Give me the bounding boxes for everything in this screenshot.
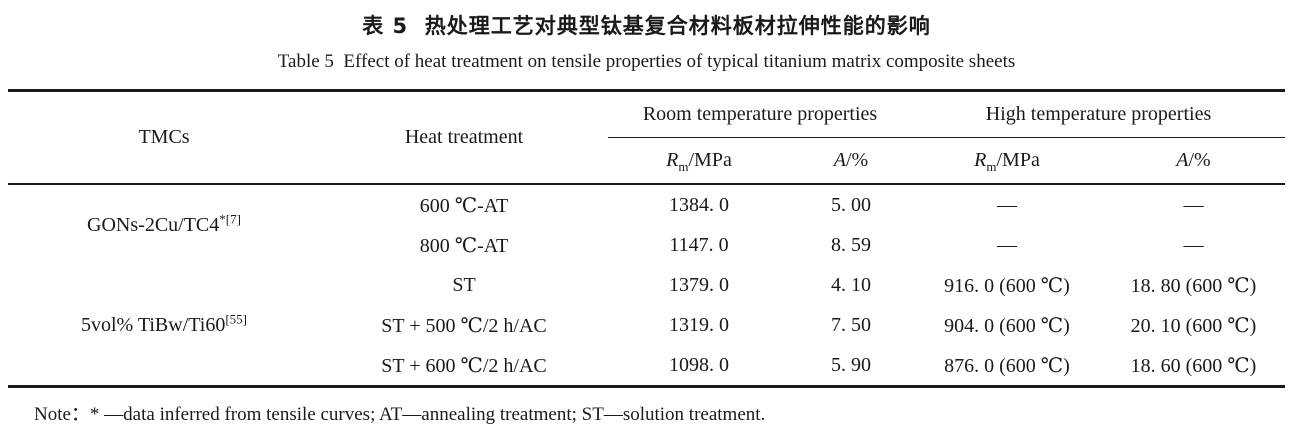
tmc-name-cell: GONs-2Cu/TC4*[7] <box>8 184 320 265</box>
col-header-tmcs: TMCs <box>8 90 320 185</box>
group-header-high-temperature: High temperature properties <box>912 90 1285 138</box>
heat-treatment-cell: 800 ℃-AT <box>419 234 509 257</box>
rt-elongation-cell: 4. 10 <box>831 273 871 296</box>
rt-strength-cell: 1319. 0 <box>669 313 729 336</box>
a-unit: /% <box>846 149 869 171</box>
a-unit: /% <box>1188 149 1211 171</box>
tmc-name-cell: 5vol% TiBw/Ti60[55] <box>8 265 320 387</box>
rt-elongation-cell: 7. 50 <box>831 313 871 336</box>
tmc-reference: [55] <box>225 310 247 326</box>
table-note: Note：* —data inferred from tensile curve… <box>34 404 766 424</box>
rt-elongation-cell: 8. 59 <box>831 233 871 256</box>
a-symbol: A <box>1176 149 1189 171</box>
ht-strength-cell: 876. 0 (600 ℃) <box>944 354 1070 377</box>
table-row: 800 ℃-AT 1147. 0 8. 59 — — <box>8 225 1285 265</box>
rt-strength-cell: 1379. 0 <box>669 273 729 296</box>
rt-strength-cell: 1147. 0 <box>669 233 729 256</box>
table-row: ST + 500 ℃/2 h/AC 1319. 0 7. 50 904. 0 (… <box>8 305 1285 345</box>
subheader-rt-elongation: A/% <box>790 137 912 185</box>
tmc-name: GONs-2Cu/TC4 <box>87 213 220 236</box>
heat-treatment-cell: ST <box>452 273 476 296</box>
ht-elongation-cell: 20. 10 (600 ℃) <box>1130 314 1257 337</box>
table-row: 5vol% TiBw/Ti60[55] ST 1379. 0 4. 10 916… <box>8 265 1285 336</box>
table-header: TMCs Heat treatment Room temperature pro… <box>8 90 1285 185</box>
ht-elongation-cell: 18. 60 (600 ℃) <box>1130 354 1257 377</box>
rt-elongation-cell: 5. 90 <box>831 353 871 376</box>
heat-treatment-cell: 600 ℃-AT <box>419 194 509 217</box>
subheader-ht-strength: Rm/MPa <box>912 137 1102 185</box>
rm-subscript: m <box>678 159 689 174</box>
tmc-name: 5vol% TiBw/Ti60 <box>80 313 226 336</box>
table-body: GONs-2Cu/TC4*[7] 600 ℃-AT 1384. 0 5. 00 … <box>8 184 1285 387</box>
tensile-properties-table: TMCs Heat treatment Room temperature pro… <box>8 89 1285 388</box>
rm-subscript: m <box>986 159 997 174</box>
rt-elongation-cell: 5. 00 <box>831 193 871 216</box>
ht-elongation-cell: — <box>1183 193 1204 216</box>
rm-unit: /MPa <box>688 149 732 171</box>
table-row: GONs-2Cu/TC4*[7] 600 ℃-AT 1384. 0 5. 00 … <box>8 184 1285 236</box>
tmc-reference: *[7] <box>219 210 241 226</box>
header-row-subcolumns: Rm/MPa A/% Rm/MPa A/% <box>8 137 1285 185</box>
subheader-rt-strength: Rm/MPa <box>608 137 790 185</box>
ht-strength-cell: — <box>997 233 1017 256</box>
ht-strength-cell: 916. 0 (600 ℃) <box>944 274 1070 297</box>
rm-symbol: R <box>974 149 987 171</box>
rt-strength-cell: 1098. 0 <box>669 353 729 376</box>
table-title-chinese: 表 5 热处理工艺对典型钛基复合材料板材拉伸性能的影响 <box>362 14 931 38</box>
ht-elongation-cell: 18. 80 (600 ℃) <box>1130 274 1257 297</box>
table-title-english: Table 5 Effect of heat treatment on tens… <box>277 51 1016 72</box>
heat-treatment-cell: ST + 600 ℃/2 h/AC <box>381 354 547 377</box>
subheader-ht-elongation: A/% <box>1102 137 1285 185</box>
group-header-room-temperature: Room temperature properties <box>608 90 912 138</box>
ht-strength-cell: 904. 0 (600 ℃) <box>944 314 1070 337</box>
table-row: ST + 600 ℃/2 h/AC 1098. 0 5. 90 876. 0 (… <box>8 345 1285 387</box>
ht-strength-cell: — <box>997 193 1017 216</box>
rt-strength-cell: 1384. 0 <box>669 193 729 216</box>
a-symbol: A <box>833 149 846 171</box>
rm-symbol: R <box>666 149 679 171</box>
header-row-groups: TMCs Heat treatment Room temperature pro… <box>8 90 1285 185</box>
col-header-heat-treatment: Heat treatment <box>320 90 608 185</box>
heat-treatment-cell: ST + 500 ℃/2 h/AC <box>381 314 547 337</box>
ht-elongation-cell: — <box>1183 233 1204 256</box>
rm-unit: /MPa <box>996 149 1040 171</box>
